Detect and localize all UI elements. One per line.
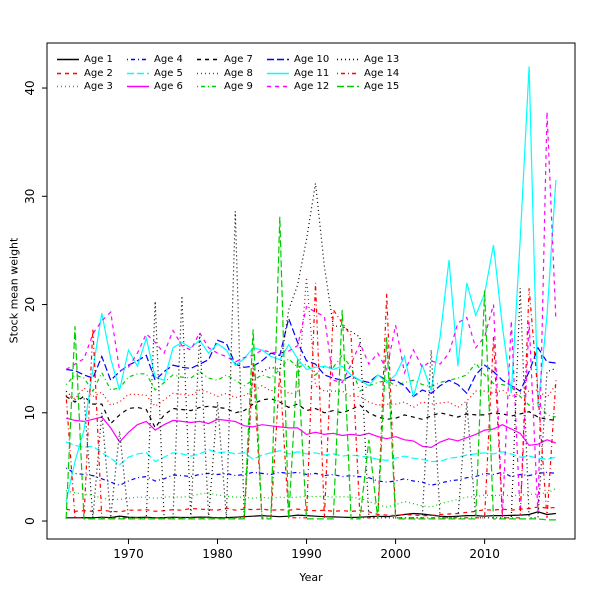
series-line-age-15 — [65, 216, 556, 521]
legend-item-age-2: Age 2 — [57, 66, 126, 79]
legend-item-age-5: Age 5 — [127, 66, 196, 79]
y-tick-label-10: 10 — [23, 405, 37, 420]
y-tick-label-30: 30 — [23, 189, 37, 204]
x-tick-label-1980: 1980 — [202, 547, 233, 561]
legend-item-age-4: Age 4 — [127, 53, 196, 66]
legend-item-age-3: Age 3 — [57, 80, 126, 93]
legend-item-age-9: Age 9 — [197, 80, 266, 93]
legend-item-age-13: Age 13 — [337, 53, 406, 66]
legend-label-age-13: Age 13 — [364, 54, 400, 66]
x-axis-title: Year — [299, 571, 323, 584]
legend-line-age-7 — [197, 58, 219, 61]
y-tick-label-0: 0 — [23, 517, 37, 525]
y-axis-title: Stock mean weight — [7, 237, 21, 344]
legend-label-age-7: Age 7 — [224, 54, 253, 66]
x-tick-label-2010: 2010 — [469, 547, 500, 561]
series-line-age-11 — [65, 66, 557, 502]
legend-line-age-11 — [267, 72, 289, 74]
legend-label-age-6: Age 6 — [154, 80, 183, 92]
legend-label-age-12: Age 12 — [294, 80, 330, 92]
series-line-age-1 — [66, 511, 556, 519]
legend-line-age-6 — [127, 85, 149, 88]
series-line-age-7 — [65, 395, 556, 430]
series-line-age-4 — [65, 467, 556, 486]
legend-line-age-14 — [337, 72, 359, 74]
legend-item-age-10: Age 10 — [267, 53, 336, 66]
legend-line-age-13 — [337, 58, 359, 61]
plot-border — [46, 42, 576, 540]
y-tick-label-40: 40 — [23, 80, 37, 95]
legend-item-age-11: Age 11 — [267, 66, 336, 79]
chart-legend: Age 1 Age 2 Age 3 Age 4 Age 5 Age 6 Age 7 Age 8… — [57, 53, 406, 93]
legend-line-age-2 — [57, 72, 79, 74]
x-tick-label-2000: 2000 — [380, 547, 411, 561]
series-line-age-12 — [65, 111, 557, 516]
legend-item-age-12: Age 12 — [267, 80, 336, 93]
x-tick-label-1990: 1990 — [291, 547, 322, 561]
series-line-age-3 — [65, 488, 557, 508]
series-line-age-2 — [65, 506, 556, 517]
legend-label-age-1: Age 1 — [84, 54, 113, 66]
y-tick-label-20: 20 — [23, 297, 37, 312]
legend-item-age-1: Age 1 — [57, 53, 126, 66]
legend-label-age-15: Age 15 — [364, 80, 400, 92]
legend-line-age-5 — [127, 72, 149, 74]
legend-item-age-8: Age 8 — [197, 66, 266, 79]
legend-label-age-4: Age 4 — [154, 54, 183, 66]
x-tick-label-1970: 1970 — [113, 547, 144, 561]
legend-line-age-3 — [57, 85, 79, 88]
legend-item-age-15: Age 15 — [337, 80, 406, 93]
legend-line-age-15 — [337, 85, 359, 88]
legend-label-age-14: Age 14 — [364, 67, 400, 79]
legend-label-age-9: Age 9 — [224, 80, 253, 92]
legend-item-age-14: Age 14 — [337, 66, 406, 79]
legend-label-age-8: Age 8 — [224, 67, 253, 79]
legend-line-age-12 — [267, 85, 289, 88]
legend-line-age-10 — [267, 58, 289, 61]
legend-line-age-4 — [127, 58, 149, 61]
series-line-age-13 — [65, 183, 557, 519]
series-line-age-6 — [65, 416, 557, 449]
legend-label-age-5: Age 5 — [154, 67, 183, 79]
legend-item-age-6: Age 6 — [127, 80, 196, 93]
legend-item-age-7: Age 7 — [197, 53, 266, 66]
legend-label-age-11: Age 11 — [294, 67, 330, 79]
series-line-age-10 — [66, 316, 556, 398]
series-line-age-8 — [65, 277, 557, 409]
series-line-age-5 — [65, 441, 557, 466]
legend-label-age-3: Age 3 — [84, 80, 113, 92]
series-line-age-14 — [65, 282, 557, 519]
legend-line-age-1 — [57, 58, 79, 61]
legend-line-age-8 — [197, 72, 219, 74]
legend-label-age-10: Age 10 — [294, 54, 330, 66]
legend-label-age-2: Age 2 — [84, 67, 113, 79]
legend-line-age-9 — [197, 85, 219, 88]
